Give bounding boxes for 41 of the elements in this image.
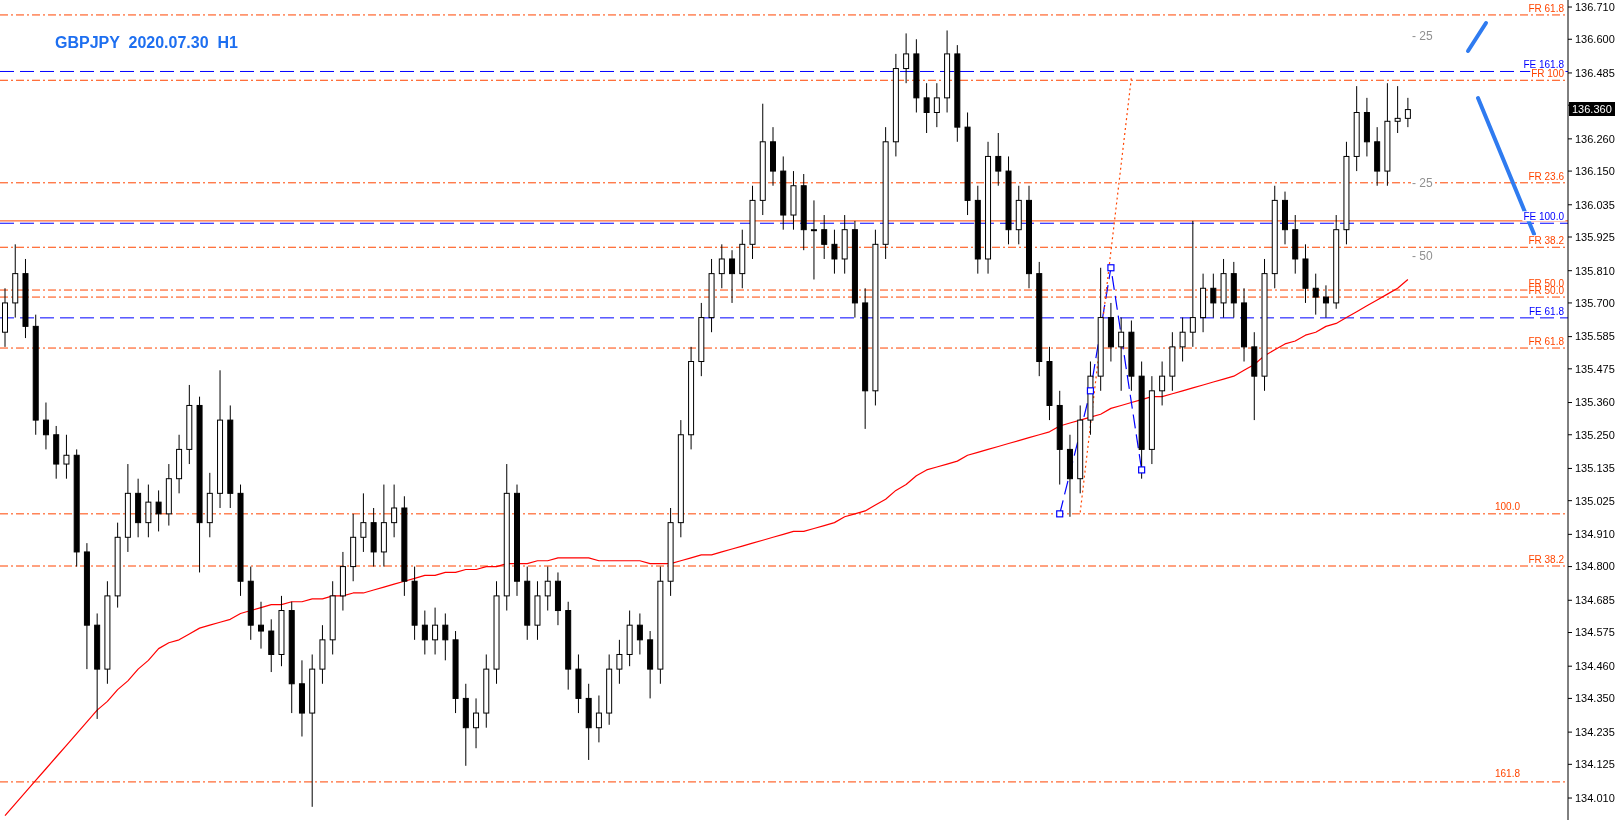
ref-line-label: FR 61.8 <box>1528 2 1565 14</box>
y-tick-label: 136.150 <box>1575 164 1615 177</box>
y-tick-label: 134.910 <box>1575 528 1615 541</box>
y-tick-label: 135.025 <box>1575 494 1615 507</box>
ref-line-label: FE 100.0 <box>1523 211 1565 223</box>
y-tick-label: 134.575 <box>1575 626 1615 639</box>
annotation: 100.0 <box>1494 501 1521 512</box>
y-tick-label: 136.600 <box>1575 33 1615 46</box>
y-tick-label: 136.260 <box>1575 132 1615 145</box>
y-tick-label: 135.360 <box>1575 396 1615 409</box>
y-tick-label: 135.810 <box>1575 264 1615 277</box>
ref-line-label: FE 161.8 <box>1523 59 1565 71</box>
y-tick-label: 135.475 <box>1575 362 1615 375</box>
ref-line-label: FR 38.2 <box>1528 554 1565 565</box>
y-tick-label: 134.350 <box>1575 692 1615 705</box>
text: GBPJPY 2020.07.30 H1 <box>55 34 239 51</box>
y-tick-label: 134.235 <box>1575 725 1615 738</box>
y-tick-label: 135.925 <box>1575 230 1615 243</box>
y-tick-label: 135.250 <box>1575 428 1615 441</box>
y-tick-label: 135.700 <box>1575 296 1615 309</box>
ref-line-label: FR 50.0 <box>1528 285 1565 297</box>
y-tick-label: 134.010 <box>1575 791 1615 804</box>
ref-line-label: FR 38.2 <box>1528 235 1565 247</box>
text: 136.360 <box>1572 102 1612 115</box>
annotation: 161.8 <box>1494 768 1521 779</box>
y-tick-label: 134.800 <box>1575 560 1615 573</box>
annotation: - 50 <box>1412 249 1433 264</box>
ref-line-label: FR 61.8 <box>1528 336 1565 348</box>
y-tick-label: 134.685 <box>1575 594 1615 607</box>
y-tick-label: 134.125 <box>1575 758 1615 771</box>
ref-line-label: FE 61.8 <box>1528 305 1565 317</box>
ref-line-label: FR 23.6 <box>1528 170 1565 182</box>
y-tick-label: 135.585 <box>1575 330 1615 343</box>
ref-line-label: FR 100 <box>1531 68 1565 80</box>
y-tick-label: 136.485 <box>1575 66 1615 79</box>
y-tick-label: 136.710 <box>1575 0 1615 13</box>
y-tick-label: 136.035 <box>1575 198 1615 211</box>
y-tick-label: 135.135 <box>1575 462 1615 475</box>
annotation: - 25 <box>1412 176 1433 191</box>
annotation: - 25 <box>1412 29 1433 44</box>
y-tick-label: 134.460 <box>1575 660 1615 673</box>
